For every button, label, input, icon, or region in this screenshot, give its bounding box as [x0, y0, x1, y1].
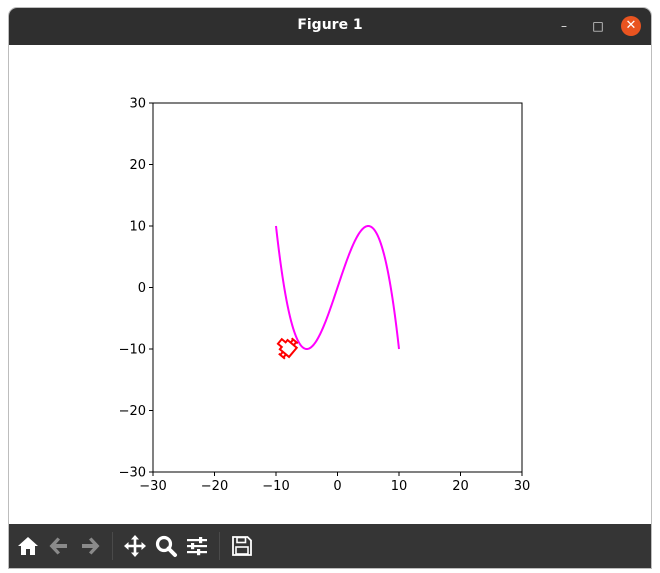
forward-button[interactable] [77, 533, 103, 559]
x-tick-label: 10 [391, 479, 408, 494]
arrow-right-icon [82, 537, 100, 555]
move-icon [124, 535, 146, 557]
home-icon [18, 537, 38, 555]
x-tick-label: 20 [452, 479, 469, 494]
maximize-button[interactable]: □ [592, 19, 604, 33]
y-tick-label: −30 [119, 466, 146, 481]
vehicle-marker [276, 337, 299, 360]
x-tick-label: 30 [514, 479, 531, 494]
x-tick-label: −30 [139, 479, 166, 494]
y-tick-label: −20 [119, 404, 146, 419]
configure-subplots-button[interactable] [184, 533, 210, 559]
x-tick-label: −10 [262, 479, 289, 494]
toolbar-separator [219, 532, 220, 560]
magnifier-icon [155, 535, 177, 557]
figure-canvas[interactable]: −30 −20 −10 0 10 20 30 −30 −20 −10 0 10 20 30 [9, 45, 651, 524]
y-tick-label: −10 [119, 343, 146, 358]
floppy-disk-icon [232, 536, 252, 556]
y-tick-label: 30 [129, 97, 146, 112]
toolbar-separator [112, 532, 113, 560]
window-title: Figure 1 [297, 17, 363, 33]
vehicle-outline [276, 337, 299, 360]
y-tick-label: 20 [129, 158, 146, 173]
home-button[interactable] [15, 533, 41, 559]
x-tick-label: −20 [201, 479, 228, 494]
zoom-button[interactable] [153, 533, 179, 559]
x-tick-label: 0 [333, 479, 341, 494]
arrow-left-icon [49, 537, 67, 555]
y-tick-label: 10 [129, 220, 146, 235]
trajectory-line [275, 224, 400, 351]
back-button[interactable] [46, 533, 72, 559]
minimize-button[interactable]: – [561, 19, 567, 33]
pan-button[interactable] [122, 533, 148, 559]
navigation-toolbar [9, 524, 651, 568]
close-button[interactable]: ✕ [621, 16, 641, 36]
title-bar[interactable]: Figure 1 – □ ✕ [9, 8, 651, 45]
figure-window: Figure 1 – □ ✕ −30 −20 −10 0 10 20 30 −30 −20 −10… [9, 8, 651, 568]
sliders-icon [187, 537, 207, 556]
y-tick-label: 0 [138, 281, 146, 296]
save-button[interactable] [229, 533, 255, 559]
plot-svg[interactable]: −30 −20 −10 0 10 20 30 −30 −20 −10 0 10 20 30 [9, 45, 651, 524]
